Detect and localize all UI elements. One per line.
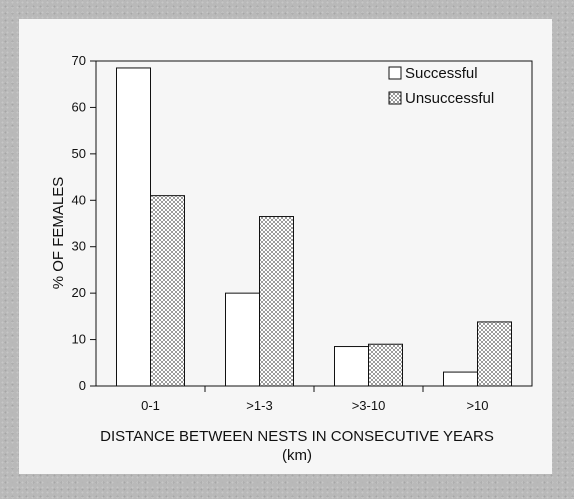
bar-successful-2: [334, 346, 369, 387]
x-tick-label: 0-1: [141, 398, 160, 413]
chart: 0 10 20 30 40 50 60 70 0-1 >1-3 >3-10 >10 % OF FEM…: [50, 53, 533, 464]
y-tick-label: 10: [72, 332, 86, 347]
bar-unsuccessful-2: [368, 343, 403, 387]
x-tick-label: >1-3: [246, 398, 272, 413]
x-tick-label: >3-10: [352, 398, 386, 413]
bar-successful-3: [443, 371, 478, 387]
legend-label-unsuccessful: Unsuccessful: [405, 90, 494, 107]
x-axis-title-line1: DISTANCE BETWEEN NESTS IN CONSECUTIVE YE…: [100, 428, 494, 445]
x-axis-title-line2: (km): [282, 447, 312, 464]
y-tick-label: 20: [72, 285, 86, 300]
chart-panel: 0 10 20 30 40 50 60 70 0-1 >1-3 >3-10 >10 % OF FEM…: [19, 19, 552, 474]
y-tick-label: 50: [72, 146, 86, 161]
legend-label-successful: Successful: [405, 65, 478, 82]
x-tick-label: >10: [466, 398, 488, 413]
bar-successful-1: [225, 292, 260, 387]
bar-unsuccessful-1: [259, 216, 294, 387]
y-tick-label: 60: [72, 99, 86, 114]
y-tick-label: 40: [72, 192, 86, 207]
legend-swatch-unsuccessful: [388, 91, 402, 105]
y-axis-title: % OF FEMALES: [50, 177, 67, 290]
legend: Successful Unsuccessful: [388, 65, 494, 107]
bar-successful-0: [116, 67, 151, 387]
bar-unsuccessful-3: [477, 321, 512, 387]
bar-unsuccessful-0: [150, 195, 185, 387]
legend-swatch-successful: [388, 66, 402, 80]
y-tick-label: 70: [72, 53, 86, 68]
y-tick-label: 0: [79, 378, 86, 393]
bars: [116, 67, 512, 387]
x-axis: 0-1 >1-3 >3-10 >10: [141, 386, 489, 413]
y-axis: 0 10 20 30 40 50 60 70: [72, 53, 96, 393]
y-tick-label: 30: [72, 239, 86, 254]
